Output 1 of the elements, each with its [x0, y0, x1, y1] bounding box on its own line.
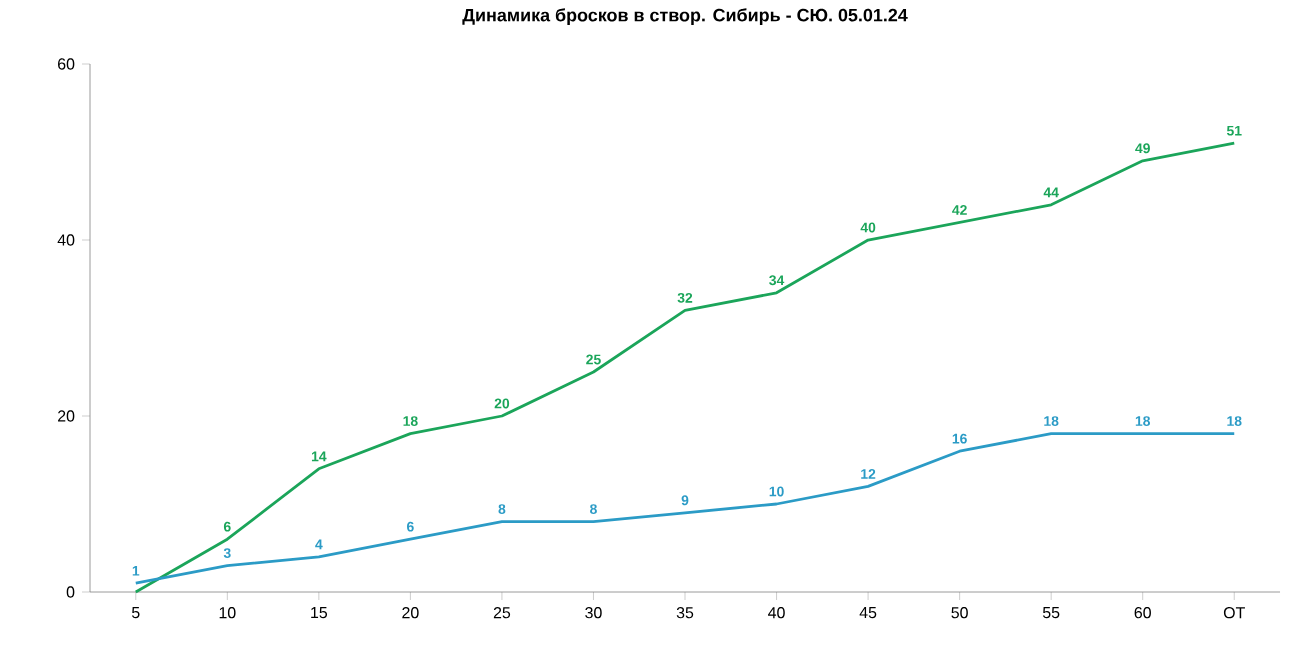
- chart-title: Динамика бросков в створ. Сибирь - СЮ. 05.01.24: [462, 8, 908, 26]
